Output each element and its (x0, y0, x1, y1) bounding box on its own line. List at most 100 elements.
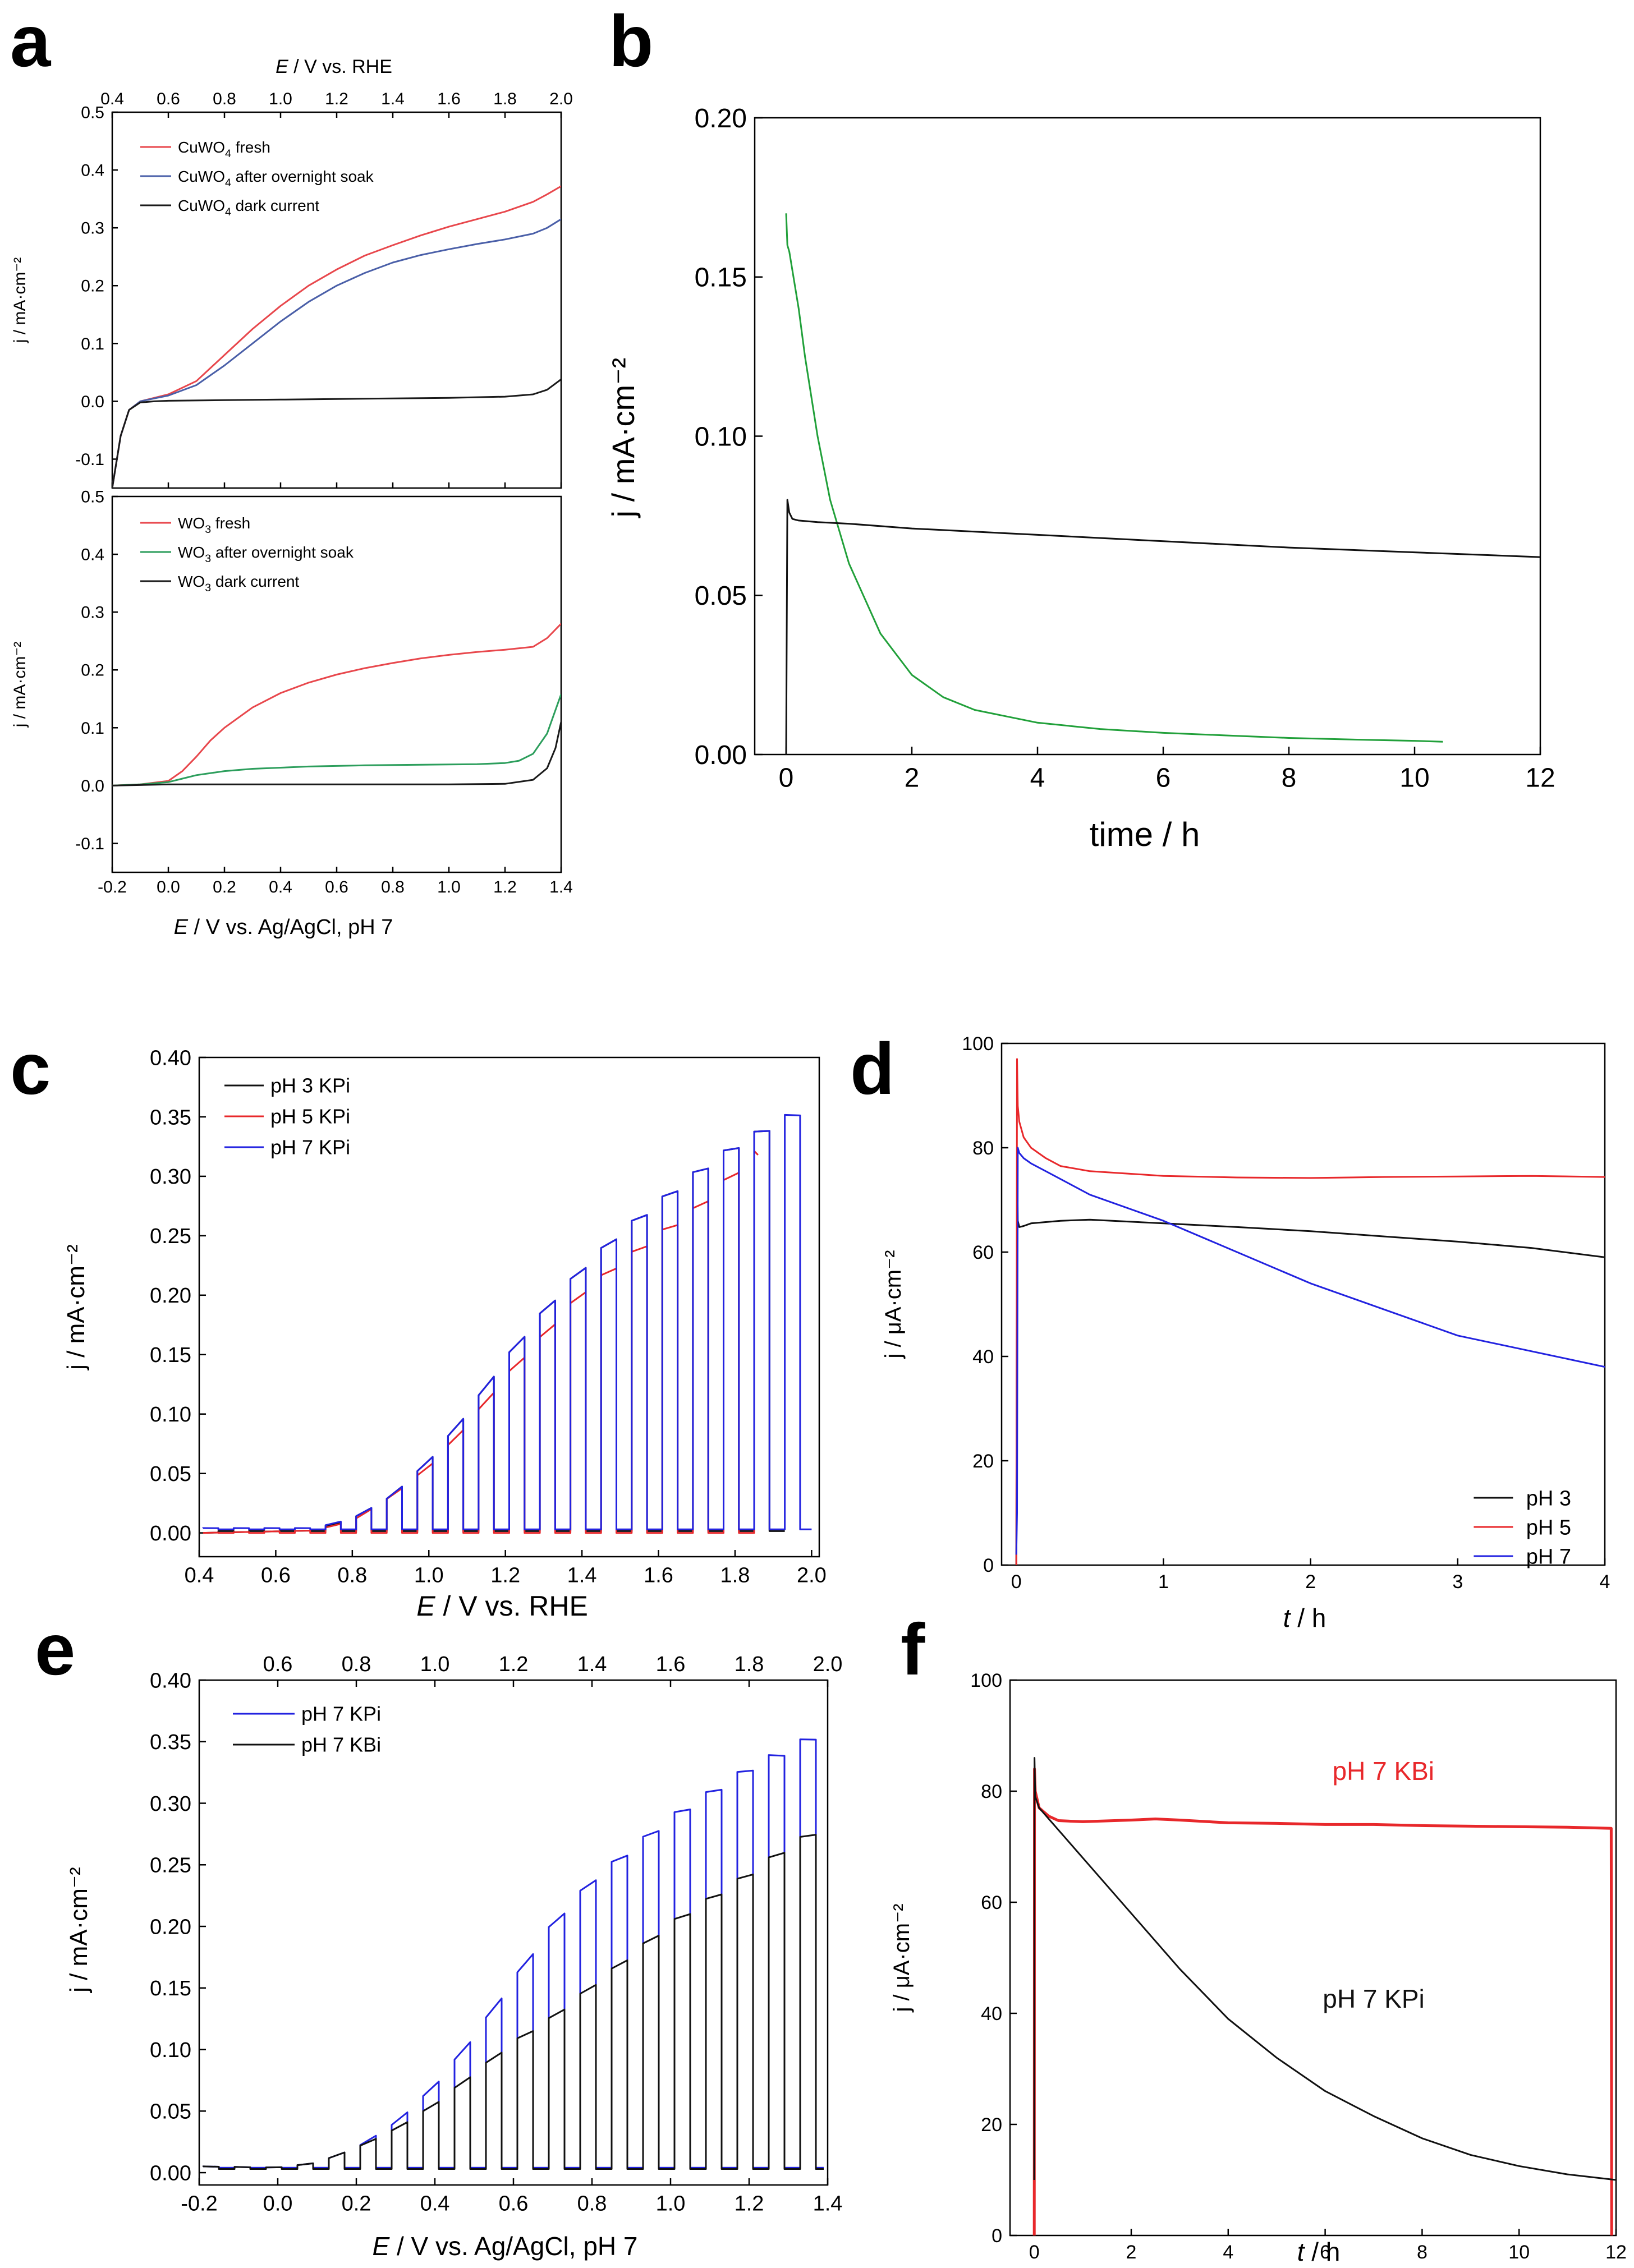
y-tick-label: 80 (972, 1138, 994, 1159)
y-tick-label: 0.10 (150, 2039, 191, 2062)
series-line-ph-7-kbi (202, 1834, 824, 2170)
top-tick-label: 1.2 (499, 1653, 529, 1676)
y-tick-label: 0.20 (150, 1284, 191, 1308)
series-line-ph-3 (1015, 1147, 1605, 1565)
annotation-label: pH 7 KPi (1323, 1984, 1425, 2013)
x-tick-label: 1.0 (414, 1564, 444, 1588)
top-tick-label: 0.4 (100, 90, 124, 108)
x-tick-label: 2 (1126, 2242, 1137, 2263)
x-tick-label: 4 (1223, 2242, 1233, 2263)
x-tick-label: 1.6 (644, 1564, 673, 1588)
y-tick-label: 0.0 (81, 393, 104, 411)
y-tick-label: 0.10 (150, 1403, 191, 1427)
top-tick-label: 1.6 (656, 1653, 686, 1676)
y-tick-label: 0.15 (150, 1344, 191, 1367)
y-tick-label: 0.05 (695, 581, 747, 611)
legend-label: pH 7 KPi (301, 1703, 381, 1726)
legend-label: pH 7 KBi (301, 1733, 381, 1756)
x-tick-label: 2 (905, 763, 920, 793)
top-tick-label: 1.2 (325, 90, 348, 108)
y-tick-label: 40 (981, 2003, 1002, 2025)
y-tick-label: 0.35 (150, 1731, 191, 1754)
y-tick-label: 0.1 (81, 335, 104, 353)
y-tick-label: 0.40 (150, 1669, 191, 1692)
panel-d-letter: d (850, 1028, 894, 1110)
y-tick-label: 0.15 (150, 1977, 191, 2000)
y-tick-label: 80 (981, 1781, 1002, 1802)
plot-area (785, 213, 1540, 755)
y-tick-label: 0.4 (81, 546, 104, 564)
legend-label: pH 7 KPi (270, 1136, 350, 1159)
x-tick-label: 8 (1282, 763, 1297, 793)
y-tick-label: 0.40 (150, 1046, 191, 1070)
top-tick-label: 1.8 (735, 1653, 764, 1676)
plot-area (202, 1738, 824, 2170)
y-tick-label: 0.05 (150, 2100, 191, 2124)
y-tick-label: 0.00 (695, 740, 747, 770)
x-tick-label: 3 (1452, 1571, 1463, 1593)
y-tick-label: 0.25 (150, 1225, 191, 1248)
y-tick-label: 60 (972, 1242, 994, 1263)
y-axis-label: j / μA·cm⁻² (889, 1903, 914, 2012)
chart-a-top: -0.10.00.10.20.30.40.50.4 0.6 0.8 1.0 1.2 1.4… (11, 90, 573, 489)
x-tick-label: 0.6 (261, 1564, 291, 1588)
panel-c-letter: c (10, 1028, 51, 1110)
y-tick-label: 0.20 (150, 1915, 191, 1939)
series-line-wo3-after-overnight-soak (112, 693, 561, 786)
series-line-wo3-dark-current (112, 721, 561, 786)
chart-a-bottom: -0.1 0.0 0.1 0.2 0.3 0.4 0.5 -0.2 0.0 0.2 0.4 0.6 0.… (11, 488, 573, 897)
panel-f-letter: f (901, 1608, 925, 1690)
plot-frame (1000, 1042, 1606, 1566)
y-tick-label: 0.00 (150, 1522, 191, 1545)
x-tick-label: 1.8 (720, 1564, 750, 1588)
legend-label: pH 3 KPi (270, 1074, 350, 1097)
y-tick-label: 0.30 (150, 1165, 191, 1189)
x-tick-label: 0.8 (381, 878, 405, 896)
x-tick-label: 0.4 (269, 878, 292, 896)
y-tick-label: 100 (970, 1670, 1002, 1691)
legend-label: CuWO4 fresh (178, 139, 270, 160)
x-tick-label: 0.6 (325, 878, 348, 896)
x-tick-label: 1 (1158, 1571, 1169, 1593)
y-tick-label: 60 (981, 1892, 1002, 1913)
chart-c: 0.00 0.05 0.10 0.15 0.20 0.25 0.30 0.35 0.40 0.4 0… (62, 1046, 827, 1587)
series-line-cuwo4-dark-current (112, 378, 561, 488)
x-tick-label: 0.2 (342, 2192, 371, 2216)
plot-area (1032, 1757, 1616, 2235)
x-tick-label: -0.2 (181, 2192, 217, 2216)
legend-label: pH 7 (1526, 1545, 1571, 1568)
y-tick-label: 0.20 (695, 104, 747, 134)
y-axis-label: j / mA·cm⁻² (605, 358, 641, 519)
series-line-ph-7-kpi (1033, 1757, 1616, 2181)
x-tick-label: 10 (1508, 2242, 1530, 2263)
y-tick-label: 0.25 (150, 1854, 191, 1878)
top-tick-label: 0.8 (342, 1653, 371, 1676)
plot-frame (754, 117, 1541, 756)
plot-frame (198, 1056, 820, 1558)
chart-f: 0 20 40 60 80 100 0 2 4 6 8 10 12 j / μA·cm⁻² pH 7 KBi… (889, 1670, 1627, 2263)
x-tick-label: 0.0 (157, 878, 180, 896)
x-tick-label: 0 (1029, 2242, 1040, 2263)
chart-b: 0.00 0.05 0.10 0.15 0.20 0 2 4 6 8 10 12 j / mA·cm⁻² (605, 104, 1555, 793)
y-tick-label: 0.5 (81, 488, 104, 507)
plot-area (112, 185, 561, 488)
x-tick-label: 0 (1011, 1571, 1022, 1593)
y-tick-label: 0.30 (150, 1792, 191, 1816)
y-tick-label: 0.15 (695, 263, 747, 293)
x-tick-label: -0.2 (98, 878, 127, 896)
top-tick-label: 0.8 (213, 90, 236, 108)
plot-frame (198, 1679, 829, 2186)
y-tick-label: 0.10 (695, 422, 747, 452)
panel-c-xlabel: E / V vs. RHE (416, 1590, 588, 1622)
x-tick-label: 6 (1320, 2242, 1330, 2263)
x-tick-label: 1.2 (735, 2192, 764, 2216)
x-tick-label: 0.8 (577, 2192, 607, 2216)
legend-label: WO3 after overnight soak (178, 544, 354, 565)
y-tick-label: 0.4 (81, 162, 104, 180)
y-tick-label: 0.0 (81, 777, 104, 795)
x-tick-label: 1.2 (490, 1564, 520, 1588)
y-tick-label: 0.2 (81, 661, 104, 680)
plot-area (202, 1114, 812, 1534)
x-tick-label: 1.2 (493, 878, 517, 896)
